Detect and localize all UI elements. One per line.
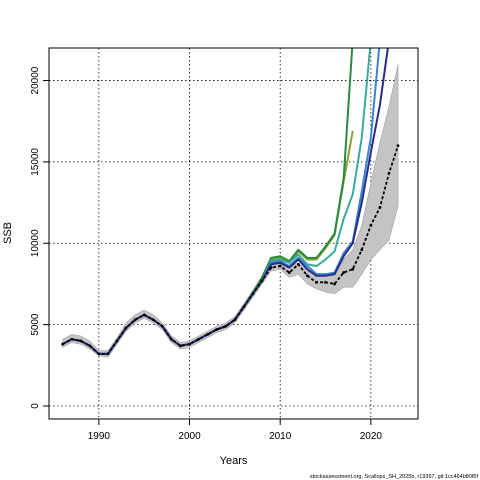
- base-point: [315, 280, 318, 284]
- peel-2-line: [62, 48, 381, 355]
- base-point: [278, 264, 282, 268]
- base-point: [61, 342, 64, 346]
- base-point: [188, 342, 191, 346]
- y-tick-label: 15000: [30, 148, 41, 176]
- base-points-group: [61, 144, 400, 356]
- base-point: [88, 344, 92, 348]
- base-point: [206, 332, 210, 336]
- base-point: [269, 266, 273, 270]
- confidence-band: [62, 64, 399, 358]
- x-tick-label: 2010: [269, 431, 292, 442]
- base-point: [142, 313, 146, 317]
- base-point: [233, 318, 237, 322]
- base-point: [106, 352, 110, 356]
- base-point: [333, 282, 336, 286]
- base-point: [287, 271, 291, 274]
- base-point: [360, 248, 364, 252]
- base-point: [324, 280, 327, 284]
- base-point: [224, 324, 228, 328]
- base-point: [342, 271, 346, 274]
- y-tick-label: 0: [30, 403, 41, 409]
- x-axis-title: Years: [220, 455, 248, 467]
- base-point: [124, 326, 128, 330]
- base-point: [305, 274, 309, 278]
- base-point: [251, 292, 255, 296]
- base-point: [396, 144, 400, 148]
- base-point: [215, 328, 219, 331]
- base-point: [296, 263, 300, 266]
- base-point: [160, 324, 164, 328]
- base-line: [62, 145, 399, 355]
- x-axis: 1990 2000 2010 2020: [88, 419, 383, 442]
- plot-frame: [48, 47, 419, 420]
- peel-5-line: [62, 130, 354, 355]
- base-point: [79, 339, 83, 343]
- series-group: [62, 48, 399, 355]
- y-tick-label: 10000: [30, 229, 41, 257]
- base-point: [133, 318, 137, 322]
- confidence-band-group: [62, 64, 399, 358]
- y-axis-title: SSB: [2, 222, 14, 244]
- base-point: [351, 267, 355, 271]
- base-point: [242, 305, 246, 309]
- peel-3-line: [62, 48, 372, 355]
- base-point: [369, 223, 373, 227]
- y-tick-label: 5000: [30, 313, 41, 336]
- base-point: [197, 337, 200, 341]
- base-point: [179, 344, 182, 348]
- x-tick-label: 1990: [88, 431, 111, 442]
- base-point: [70, 337, 74, 341]
- base-point: [151, 318, 155, 322]
- y-tick-label: 20000: [30, 66, 41, 94]
- x-tick-label: 2020: [360, 431, 383, 442]
- base-point: [378, 206, 382, 209]
- peel-4-line: [62, 48, 354, 355]
- base-point: [97, 352, 101, 356]
- base-point: [169, 337, 173, 341]
- x-tick-label: 2000: [178, 431, 201, 442]
- y-axis: 0 5000 10000 15000 20000: [30, 66, 49, 409]
- base-point: [387, 171, 391, 175]
- base-point: [260, 279, 264, 283]
- footnote: stockassessment.org, Scallops_SH_2025b, …: [310, 474, 479, 480]
- base-point: [115, 339, 119, 343]
